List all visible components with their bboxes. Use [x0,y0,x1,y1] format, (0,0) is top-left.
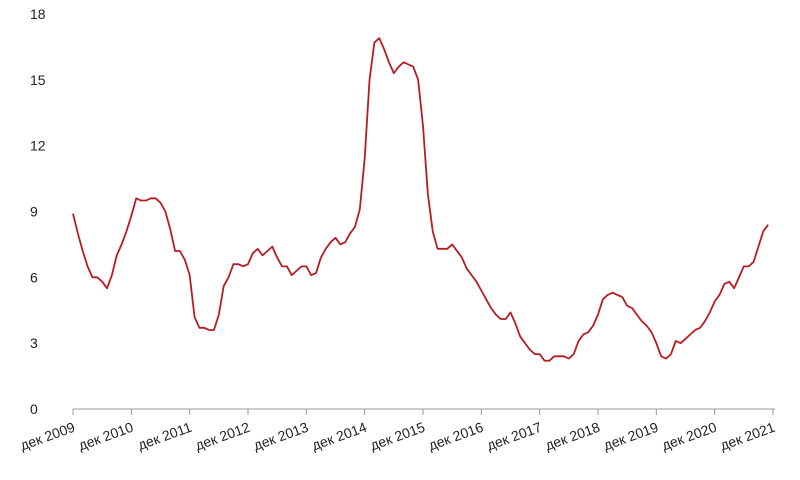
y-tick-label: 3 [30,335,38,351]
x-tick-label: дек 2018 [543,419,602,454]
data-line [72,37,769,362]
x-tick-label: дек 2017 [485,419,544,454]
y-tick-label: 12 [30,138,46,154]
x-tick-label: дек 2014 [310,419,369,454]
x-tick-label: дек 2019 [601,419,660,454]
y-tick-label: 15 [30,72,46,88]
x-tick-label: дек 2010 [76,419,135,454]
x-tick-label: дек 2016 [426,419,485,454]
x-tick-label: дек 2012 [193,419,252,454]
y-tick-label: 9 [30,204,38,220]
x-tick-label: дек 2009 [18,419,77,454]
y-tick-label: 0 [30,401,38,417]
x-tick-label: дек 2021 [718,419,777,454]
y-tick-label: 6 [30,269,38,285]
x-tick-label: дек 2013 [251,419,310,454]
y-tick-label: 18 [30,6,46,22]
x-tick-label: дек 2011 [136,419,194,453]
x-tick-label: дек 2015 [368,419,427,454]
x-tick-label: дек 2020 [660,419,719,454]
